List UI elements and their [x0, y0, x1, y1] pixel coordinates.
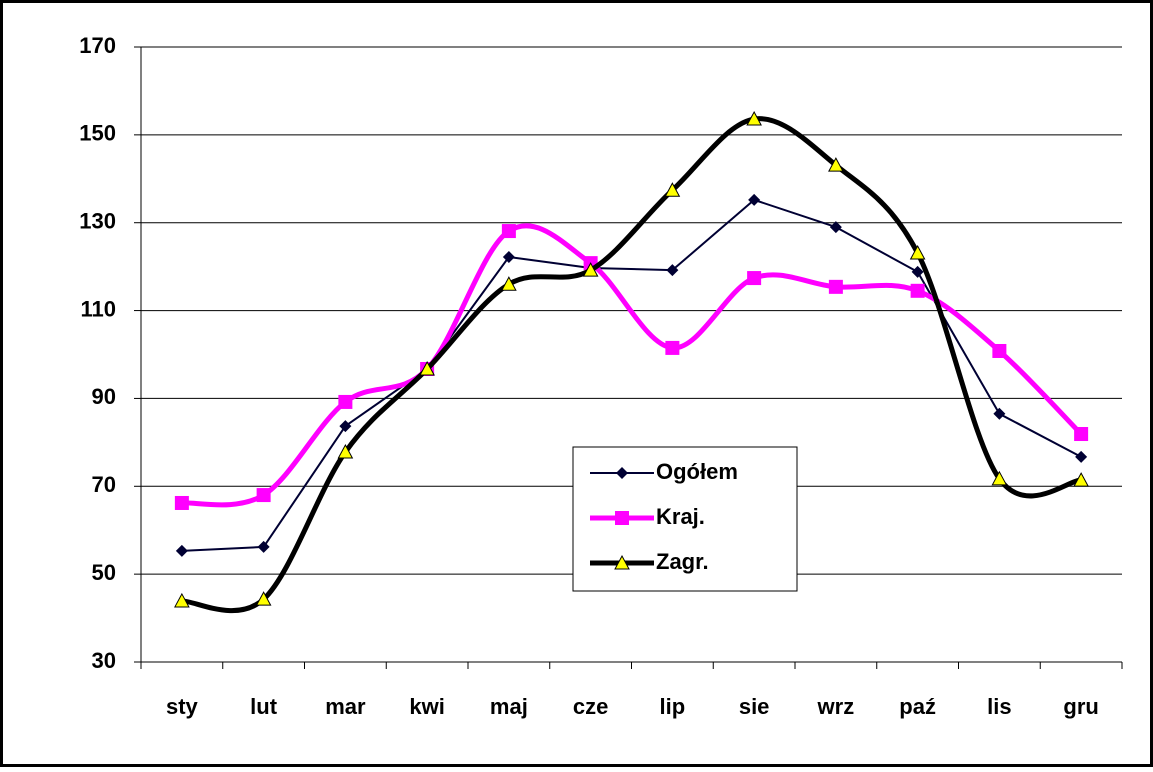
marker [664, 182, 681, 197]
marker [665, 340, 680, 355]
marker [746, 110, 762, 126]
x-tick-label: lis [987, 694, 1011, 719]
marker [419, 360, 435, 376]
x-tick-label: sty [166, 694, 199, 719]
marker [747, 271, 762, 286]
y-tick-label: 50 [92, 560, 116, 585]
x-tick-label: sie [739, 694, 770, 719]
y-tick-label: 130 [79, 209, 116, 234]
marker [666, 264, 679, 277]
marker [828, 157, 844, 172]
y-tick-label: 30 [92, 648, 116, 673]
marker [616, 467, 628, 479]
marker [993, 407, 1006, 420]
x-tick-label: wrz [817, 694, 855, 719]
legend-label: Zagr. [656, 549, 709, 574]
y-tick-label: 70 [92, 472, 116, 497]
marker [991, 470, 1008, 486]
x-tick-label: paź [899, 694, 936, 719]
marker [615, 511, 629, 525]
marker [338, 394, 353, 409]
x-tick-label: gru [1063, 694, 1098, 719]
x-tick-label: mar [325, 694, 366, 719]
series-line [181, 116, 1082, 613]
x-tick-label: lip [660, 694, 686, 719]
marker [1073, 472, 1089, 487]
marker [582, 262, 599, 277]
marker [910, 283, 925, 298]
y-tick-label: 170 [79, 33, 116, 58]
marker [339, 420, 352, 433]
marker [992, 343, 1007, 358]
marker [255, 591, 272, 606]
marker [501, 276, 517, 291]
marker [829, 221, 842, 234]
x-tick-label: maj [490, 694, 528, 719]
y-tick-label: 90 [92, 384, 116, 409]
x-tick-label: kwi [409, 694, 444, 719]
marker [174, 592, 190, 608]
marker [502, 250, 515, 263]
y-tick-label: 150 [79, 121, 116, 146]
legend-label: Kraj. [656, 504, 705, 529]
marker [501, 224, 516, 239]
x-tick-label: cze [573, 694, 608, 719]
x-tick-label: lut [250, 694, 278, 719]
y-tick-label: 110 [81, 296, 117, 321]
marker [175, 544, 188, 557]
marker [256, 488, 271, 503]
marker [909, 244, 926, 260]
marker [174, 495, 189, 510]
marker [614, 554, 630, 570]
marker [748, 193, 761, 206]
marker [1075, 450, 1088, 463]
legend-label: Ogółem [656, 459, 738, 484]
marker [337, 443, 354, 459]
marker [828, 279, 843, 294]
marker [1074, 427, 1089, 442]
marker [257, 540, 270, 553]
marker [911, 265, 924, 278]
